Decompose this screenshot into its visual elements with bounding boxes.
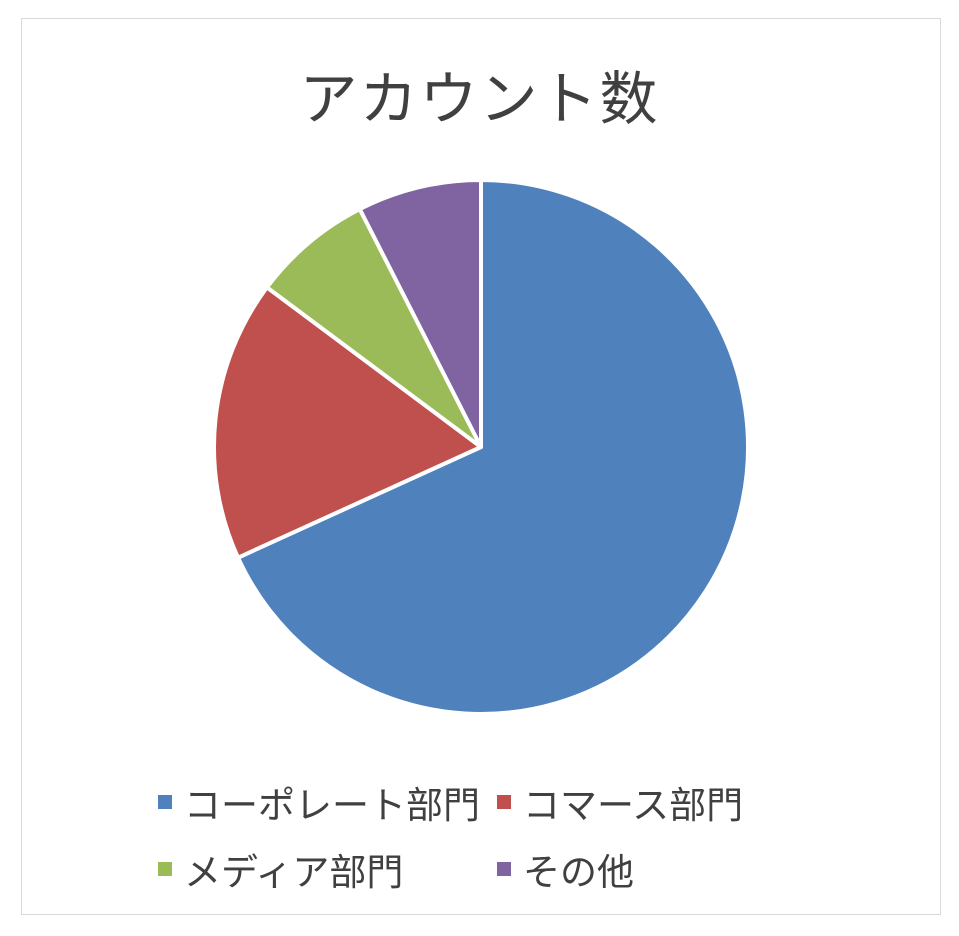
pie-slice-corporate	[236, 178, 750, 716]
legend-item-corporate: コーポレート部門	[158, 775, 480, 829]
legend-swatch-other	[497, 862, 511, 876]
legend-item-media: メディア部門	[158, 842, 403, 896]
legend-swatch-media	[158, 862, 172, 876]
legend-label-other: その他	[523, 851, 634, 894]
legend-swatch-corporate	[158, 795, 172, 809]
pie-slice-media	[264, 207, 483, 449]
legend-item-commerce: コマース部門	[497, 775, 743, 829]
pie-slice-other	[357, 178, 483, 449]
legend-label-commerce: コマース部門	[523, 784, 744, 827]
pie-slice-commerce	[212, 285, 483, 560]
legend-label-media: メディア部門	[184, 851, 404, 894]
legend-item-other: その他	[497, 842, 634, 896]
legend-swatch-commerce	[497, 795, 511, 809]
legend-label-corporate: コーポレート部門	[184, 784, 480, 827]
chart-title: アカウント数	[299, 65, 660, 133]
